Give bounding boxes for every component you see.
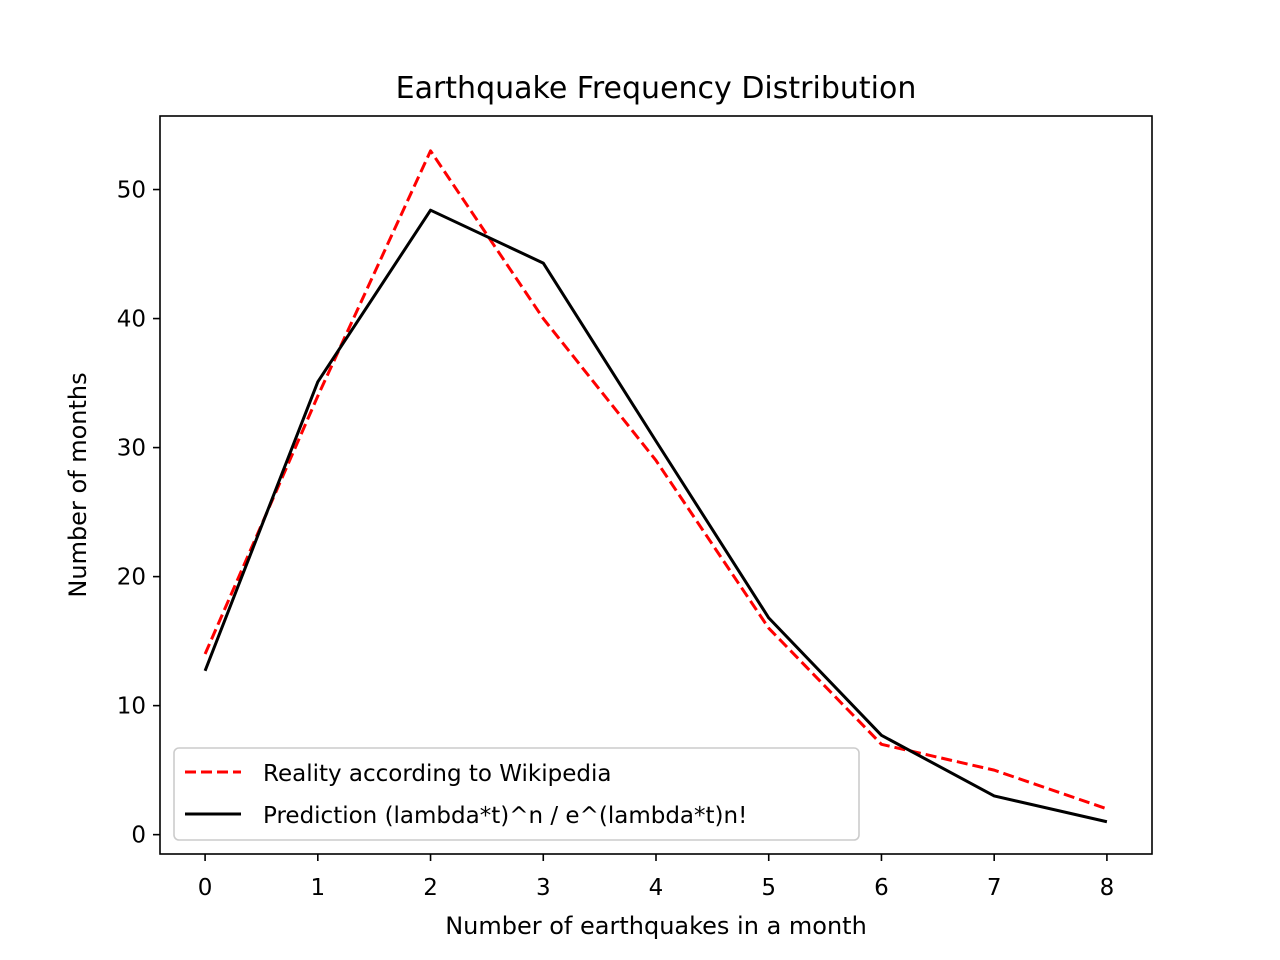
- x-tick-label: 0: [198, 875, 213, 901]
- legend-box: [173, 747, 860, 841]
- x-tick-label: 6: [874, 875, 889, 901]
- legend-label-0: Reality according to Wikipedia: [263, 761, 611, 787]
- y-axis-label: Number of months: [64, 372, 92, 597]
- x-tick-label: 5: [761, 875, 776, 901]
- series-line-0: [203, 149, 1108, 811]
- y-tick-label: 20: [117, 565, 146, 591]
- y-tick-label: 0: [131, 823, 146, 849]
- x-tick-label: 2: [423, 875, 438, 901]
- y-tick-label: 30: [117, 436, 146, 462]
- chart-title: Earthquake Frequency Distribution: [396, 71, 917, 106]
- y-tick-label: 40: [117, 307, 146, 333]
- plot-area: 0 1 2 3 4 5 6 7 8 0 10 20 30 40 50 Reality according to…: [117, 115, 1153, 901]
- x-tick-label: 3: [536, 875, 551, 901]
- x-tick-label: 8: [1100, 875, 1115, 901]
- x-axis-label: Number of earthquakes in a month: [445, 912, 867, 940]
- y-tick-label: 50: [117, 178, 146, 204]
- x-tick-label: 7: [987, 875, 1002, 901]
- series-line-1: [203, 208, 1108, 824]
- y-tick-label: 10: [117, 694, 146, 720]
- legend: Reality according to Wikipedia Prediction…: [173, 747, 860, 841]
- x-tick-label: 1: [310, 875, 325, 901]
- legend-label-1: Prediction (lambda*t)^n / e^(lambda*t)n!: [263, 803, 747, 829]
- x-tick-label: 4: [649, 875, 664, 901]
